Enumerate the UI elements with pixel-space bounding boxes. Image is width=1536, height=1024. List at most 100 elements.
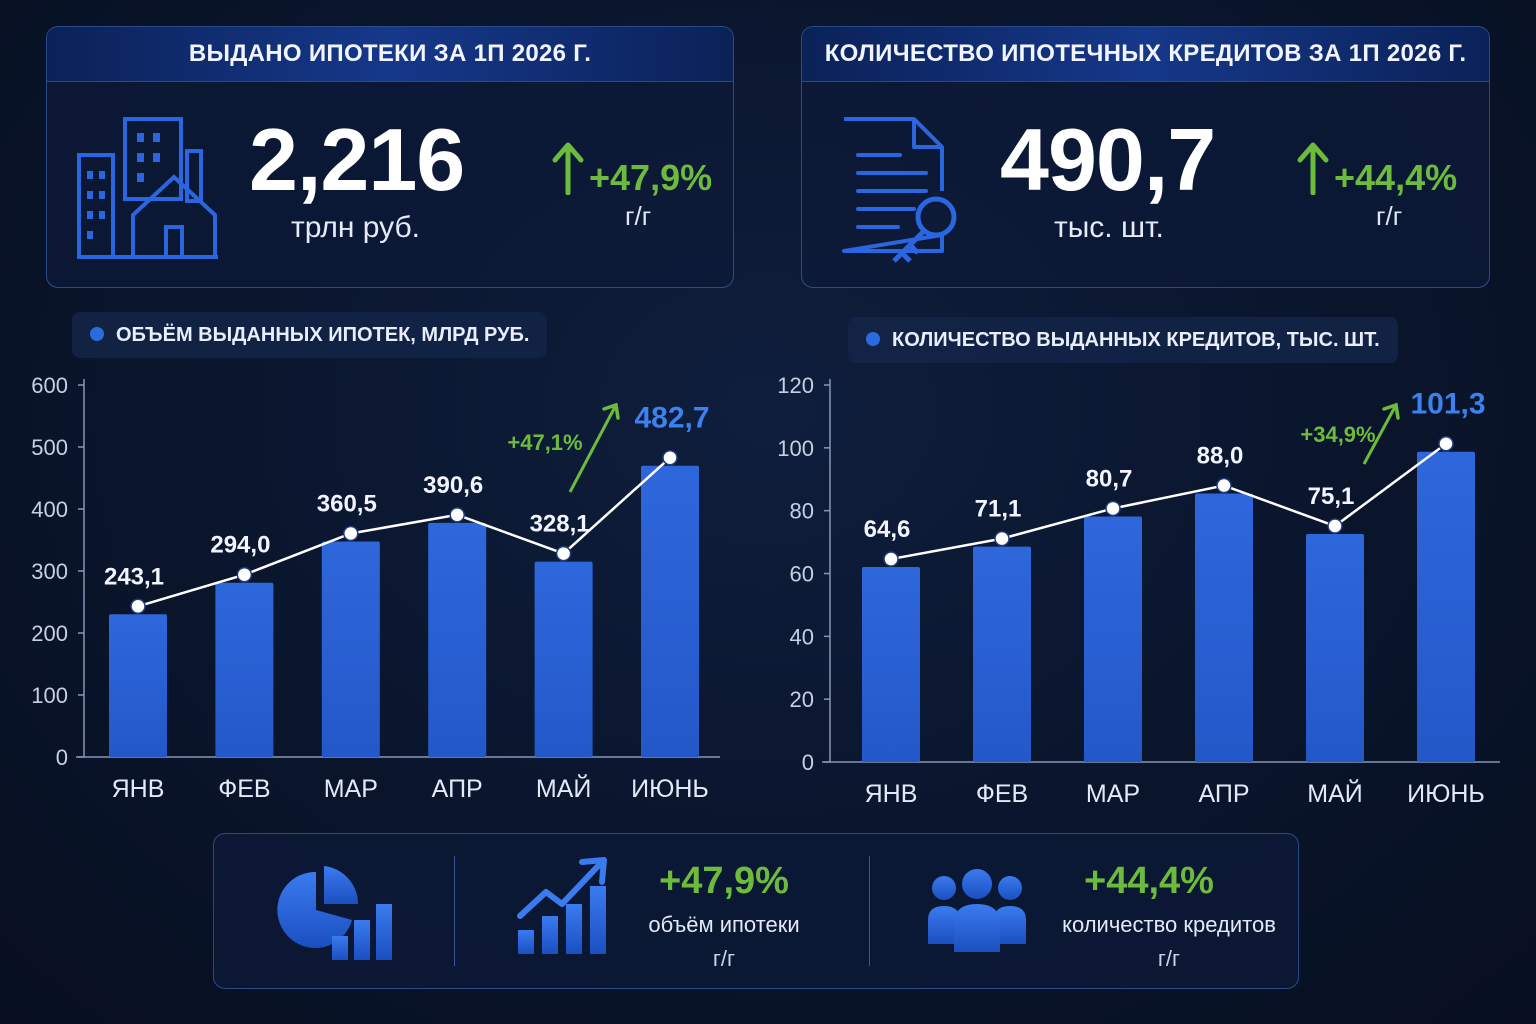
line-point (1438, 435, 1454, 452)
summary-divider (454, 856, 455, 966)
line-point (883, 551, 899, 567)
summary-count-label: количество кредитов (1062, 912, 1276, 937)
data-label: 294,0 (210, 532, 270, 559)
x-tick-label: МАЙ (1307, 778, 1362, 808)
y-tick-label: 0 (802, 750, 814, 775)
summary-volume-change: +47,9% (659, 860, 789, 902)
bar (109, 614, 167, 757)
line-point (343, 525, 359, 542)
bar (215, 582, 274, 757)
line-point (449, 507, 465, 523)
x-tick-label: ЯНВ (112, 775, 165, 803)
summary-divider (869, 856, 870, 966)
data-label: 482,7 (634, 402, 709, 435)
kpi-card-count: КОЛИЧЕСТВО ИПОТЕЧНЫХ КРЕДИТОВ ЗА 1П 2026… (801, 26, 1490, 288)
bar (1195, 493, 1253, 762)
kpi-volume-unit: трлн руб. (291, 211, 421, 244)
summary-card: +47,9% объём ипотеки г/г +44,4% количест… (213, 833, 1299, 989)
growth-arrow (1362, 404, 1398, 465)
line-point (236, 566, 253, 583)
kpi-count-yoy: г/г (1376, 201, 1403, 231)
kpi-count-value: 490,7 (1000, 110, 1216, 209)
line-point (1327, 518, 1343, 534)
chart1-legend-label: ОБЪЁМ ВЫДАННЫХ ИПОТЕК, МЛРД РУБ. (116, 324, 530, 346)
summary-volume-label: объём ипотеки (648, 912, 800, 937)
kpi-volume-value: 2,216 (249, 110, 465, 209)
people-group-icon (928, 869, 1026, 952)
data-label: 71,1 (975, 496, 1022, 523)
bar (641, 465, 699, 757)
growth-arrow-head (1382, 402, 1400, 420)
x-tick-label: АПР (432, 775, 483, 803)
x-tick-label: ФЕВ (976, 780, 1028, 808)
growth-arrow-head (602, 402, 620, 420)
bar (321, 541, 380, 757)
y-tick-label: 500 (31, 435, 68, 460)
bar (1417, 451, 1475, 762)
y-tick-label: 20 (790, 687, 814, 712)
chart1-legend: ОБЪЁМ ВЫДАННЫХ ИПОТЕК, МЛРД РУБ. (72, 312, 548, 358)
arrow-up-icon (552, 142, 584, 195)
line-point (1105, 500, 1121, 517)
y-tick-label: 100 (777, 436, 814, 461)
chart2-legend-label: КОЛИЧЕСТВО ВЫДАННЫХ КРЕДИТОВ, ТЫС. ШТ. (892, 329, 1380, 351)
y-tick-label: 40 (790, 624, 814, 649)
data-label: 328,1 (530, 511, 590, 538)
chart-count: 0 20 40 60 80 100 120 ЯНВ ФЕВ МАР АПР МАЙ ИЮНЬ 64,6 71… (777, 373, 1500, 808)
y-tick-label: 200 (31, 621, 68, 646)
data-label: 75,1 (1308, 483, 1355, 510)
growth-chart-icon (517, 857, 607, 954)
x-tick-label: АПР (1198, 780, 1249, 808)
bar (534, 561, 593, 757)
bar (862, 567, 920, 762)
chart-volume: 0 100 200 300 400 500 600 ЯНВ ФЕВ МАР АПР МАЙ ИЮНЬ 24… (31, 373, 720, 803)
kpi-card-volume-title: ВЫДАНО ИПОТЕКИ ЗА 1П 2026 Г. (47, 27, 733, 82)
kpi-card-count-title: КОЛИЧЕСТВО ИПОТЕЧНЫХ КРЕДИТОВ ЗА 1П 2026… (802, 27, 1489, 82)
buildings-house-icon (77, 117, 218, 259)
kpi-count-change: +44,4% (1334, 157, 1458, 198)
legend-dot (90, 326, 104, 341)
kpi-volume-yoy: г/г (625, 201, 652, 231)
line-point (130, 598, 146, 615)
data-label: 390,6 (423, 472, 483, 499)
data-label: 101,3 (1410, 388, 1485, 421)
pie-bar-chart-icon (277, 866, 392, 960)
data-label: 64,6 (864, 516, 911, 543)
kpi-volume-change: +47,9% (589, 157, 713, 198)
kpi-card-volume: ВЫДАНО ИПОТЕКИ ЗА 1П 2026 Г. 2,216 трлн … (46, 26, 734, 288)
line-point (1216, 477, 1232, 494)
trend-line (890, 442, 1447, 561)
bar (1306, 534, 1364, 762)
bar (973, 546, 1031, 762)
line-point (662, 449, 678, 466)
growth-annotation: +34,9% (1300, 422, 1375, 447)
y-tick-label: 60 (790, 562, 814, 587)
y-tick-label: 300 (31, 559, 68, 584)
document-key-icon (842, 117, 957, 263)
bar (1084, 516, 1142, 762)
data-label: 243,1 (104, 563, 164, 590)
y-tick-label: 600 (31, 373, 68, 398)
summary-count-change: +44,4% (1084, 860, 1214, 902)
legend-dot (866, 331, 880, 346)
bar (428, 522, 487, 757)
kpi-count-unit: тыс. шт. (1054, 211, 1164, 244)
summary-count-yoy: г/г (1157, 946, 1181, 971)
y-tick-label: 0 (56, 745, 68, 770)
data-label: 360,5 (317, 490, 377, 517)
trend-line (137, 456, 671, 608)
x-tick-label: ИЮНЬ (1407, 780, 1485, 808)
y-tick-label: 120 (777, 373, 814, 398)
summary-volume-yoy: г/г (712, 946, 736, 971)
x-tick-label: ЯНВ (865, 780, 918, 808)
x-tick-label: ФЕВ (218, 775, 270, 803)
line-point (994, 530, 1010, 547)
arrow-up-icon (1297, 142, 1329, 195)
line-point (555, 545, 572, 562)
y-tick-label: 400 (31, 497, 68, 522)
x-tick-label: МАЙ (536, 773, 591, 803)
y-tick-label: 80 (790, 499, 814, 524)
data-label: 80,7 (1086, 465, 1133, 492)
x-tick-label: МАР (324, 775, 378, 803)
growth-arrow (568, 404, 618, 493)
